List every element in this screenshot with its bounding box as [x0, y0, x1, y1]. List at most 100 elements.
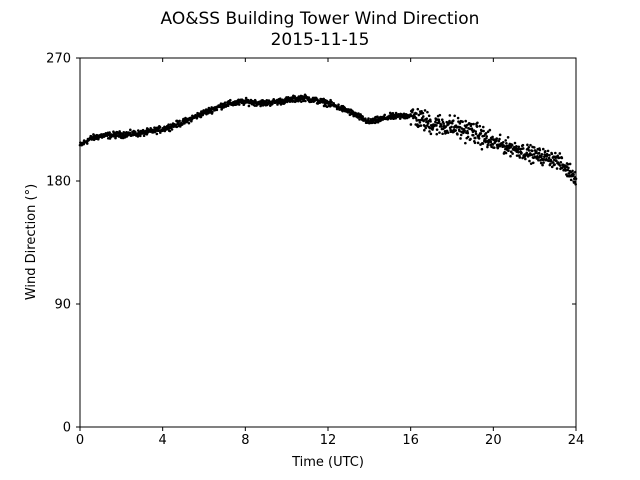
data-point — [441, 132, 444, 136]
data-point — [448, 114, 452, 117]
data-point — [530, 149, 534, 153]
data-point — [546, 149, 550, 153]
data-point — [175, 125, 179, 129]
data-point — [471, 134, 475, 137]
data-point — [419, 124, 423, 127]
data-point — [122, 131, 126, 134]
data-point — [178, 119, 181, 123]
data-point — [427, 114, 431, 118]
data-point — [442, 122, 445, 125]
data-point — [486, 143, 490, 147]
data-point — [530, 153, 534, 157]
data-point — [553, 163, 556, 166]
data-point — [504, 151, 508, 155]
data-point — [474, 130, 478, 133]
data-point — [454, 129, 458, 132]
chart-subtitle: 2015-11-15 — [271, 30, 370, 50]
data-point — [422, 119, 425, 123]
data-point — [567, 172, 571, 175]
data-point — [493, 146, 496, 149]
data-point — [532, 146, 536, 149]
data-point — [394, 117, 398, 120]
data-point — [560, 156, 564, 160]
data-point — [482, 129, 485, 133]
data-point — [513, 141, 517, 145]
data-point — [133, 130, 137, 134]
data-point — [437, 118, 441, 121]
data-point — [559, 160, 563, 164]
data-point — [527, 149, 531, 152]
data-point — [425, 117, 429, 120]
data-point — [157, 129, 160, 133]
data-point — [554, 151, 557, 155]
x-tick-label: 24 — [568, 433, 585, 448]
data-point — [564, 169, 567, 172]
data-point — [451, 119, 455, 122]
data-point — [544, 150, 547, 153]
data-point — [456, 116, 460, 120]
data-point — [450, 122, 454, 125]
data-point — [421, 111, 425, 115]
data-point — [237, 103, 241, 106]
data-point — [546, 153, 549, 157]
data-point — [425, 124, 429, 127]
data-point — [464, 126, 468, 129]
data-point — [450, 125, 453, 129]
data-point — [446, 131, 450, 134]
data-point — [181, 123, 184, 126]
data-point — [497, 139, 501, 143]
data-point — [448, 119, 451, 123]
data-point — [520, 151, 523, 155]
data-point — [460, 127, 464, 130]
data-point — [526, 143, 529, 147]
data-point — [560, 166, 564, 170]
data-point — [167, 123, 170, 127]
data-point — [459, 137, 462, 140]
data-point — [423, 124, 426, 128]
data-point — [551, 161, 555, 164]
data-point — [566, 168, 570, 172]
data-point — [410, 114, 413, 118]
data-point — [435, 124, 438, 127]
data-point — [424, 126, 428, 130]
data-point — [440, 125, 443, 128]
data-point — [466, 135, 470, 139]
data-point — [572, 173, 575, 177]
data-point — [361, 115, 364, 118]
y-tick-label: 180 — [46, 175, 71, 190]
data-point — [223, 101, 227, 104]
data-point — [558, 164, 562, 167]
data-point — [498, 137, 501, 141]
data-point — [170, 128, 174, 131]
data-point — [509, 154, 512, 158]
data-point — [480, 147, 484, 151]
data-point — [540, 152, 544, 156]
data-point — [190, 119, 193, 123]
data-point — [247, 104, 251, 108]
data-point — [529, 162, 533, 165]
data-point — [481, 125, 485, 129]
data-point — [510, 143, 514, 147]
data-point — [416, 107, 420, 111]
data-point — [453, 114, 456, 118]
data-point — [415, 112, 418, 115]
data-point — [337, 103, 340, 107]
data-point — [426, 110, 429, 114]
data-point — [537, 156, 541, 159]
plot-frame — [79, 57, 577, 428]
data-point — [507, 149, 510, 153]
data-point — [142, 134, 146, 138]
data-point — [466, 131, 470, 135]
data-point — [541, 147, 545, 151]
x-tick-label: 20 — [485, 433, 502, 448]
data-point — [215, 108, 219, 112]
data-point — [420, 110, 423, 113]
chart-title: AO&SS Building Tower Wind Direction — [161, 9, 480, 29]
data-point — [271, 102, 274, 106]
data-point — [489, 140, 493, 144]
data-point — [470, 122, 473, 126]
data-point — [158, 125, 162, 129]
data-point — [429, 132, 433, 136]
data-point — [518, 156, 522, 159]
data-point — [168, 129, 172, 133]
